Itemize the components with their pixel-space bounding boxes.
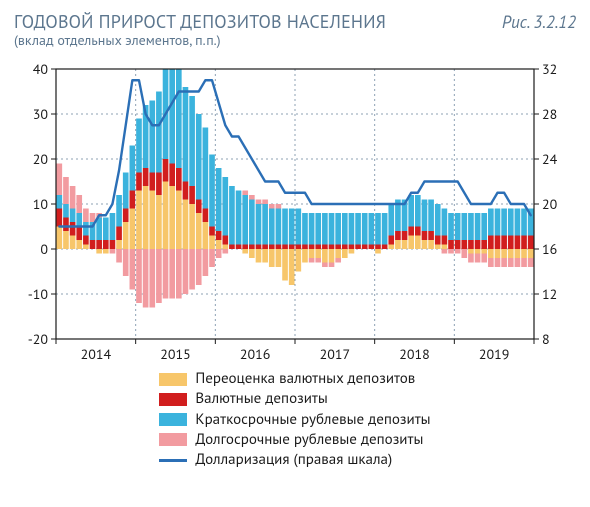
- legend-label: Валютные депозиты: [195, 389, 327, 409]
- svg-text:2014: 2014: [81, 345, 112, 363]
- svg-text:2019: 2019: [479, 345, 510, 363]
- legend-item: Долгосрочные рублевые депозиты: [159, 430, 423, 450]
- svg-text:40: 40: [33, 63, 49, 78]
- legend-item: Краткосрочные рублевые депозиты: [159, 410, 430, 430]
- legend-label: Долларизация (правая шкала): [195, 450, 392, 470]
- legend-swatch: [159, 433, 187, 446]
- chart-subtitle: (вклад отдельных элементов, п.п.): [14, 31, 576, 49]
- svg-text:30: 30: [33, 105, 49, 123]
- svg-text:28: 28: [542, 105, 557, 123]
- svg-text:0: 0: [40, 240, 48, 258]
- legend-label: Краткосрочные рублевые депозиты: [195, 410, 430, 430]
- svg-text:2018: 2018: [399, 345, 430, 363]
- legend-swatch: [159, 459, 187, 462]
- legend-item: Переоценка валютных депозитов: [159, 369, 415, 389]
- legend-swatch: [159, 373, 187, 386]
- svg-text:2016: 2016: [240, 345, 271, 363]
- legend-swatch: [159, 393, 187, 406]
- svg-text:10: 10: [33, 195, 49, 213]
- svg-text:12: 12: [542, 285, 557, 303]
- legend-label: Переоценка валютных депозитов: [195, 369, 415, 389]
- svg-text:-20: -20: [28, 330, 49, 348]
- chart-title: ГОДОВОЙ ПРИРОСТ ДЕПОЗИТОВ НАСЕЛЕНИЯ: [14, 10, 386, 33]
- svg-text:32: 32: [542, 63, 557, 78]
- chart-legend: Переоценка валютных депозитовВалютные де…: [159, 369, 430, 470]
- svg-text:24: 24: [542, 150, 558, 168]
- chart-plot: -20 -10 0 10 20 30 40 8 12 16 20 24 28 32 2014 2015 2016…: [14, 63, 576, 363]
- legend-label: Долгосрочные рублевые депозиты: [195, 430, 423, 450]
- figure-number: Рис. 3.2.12: [502, 11, 576, 33]
- legend-swatch: [159, 413, 187, 426]
- svg-text:2017: 2017: [320, 345, 351, 363]
- legend-item: Долларизация (правая шкала): [159, 450, 392, 470]
- svg-text:16: 16: [542, 240, 557, 258]
- svg-text:8: 8: [542, 330, 550, 348]
- svg-text:20: 20: [33, 150, 49, 168]
- svg-text:20: 20: [542, 195, 558, 213]
- legend-item: Валютные депозиты: [159, 389, 327, 409]
- chart-svg: -20 -10 0 10 20 30 40 8 12 16 20 24 28 32 2014 2015 2016…: [14, 63, 576, 363]
- svg-text:2015: 2015: [160, 345, 191, 363]
- svg-text:-10: -10: [28, 285, 49, 303]
